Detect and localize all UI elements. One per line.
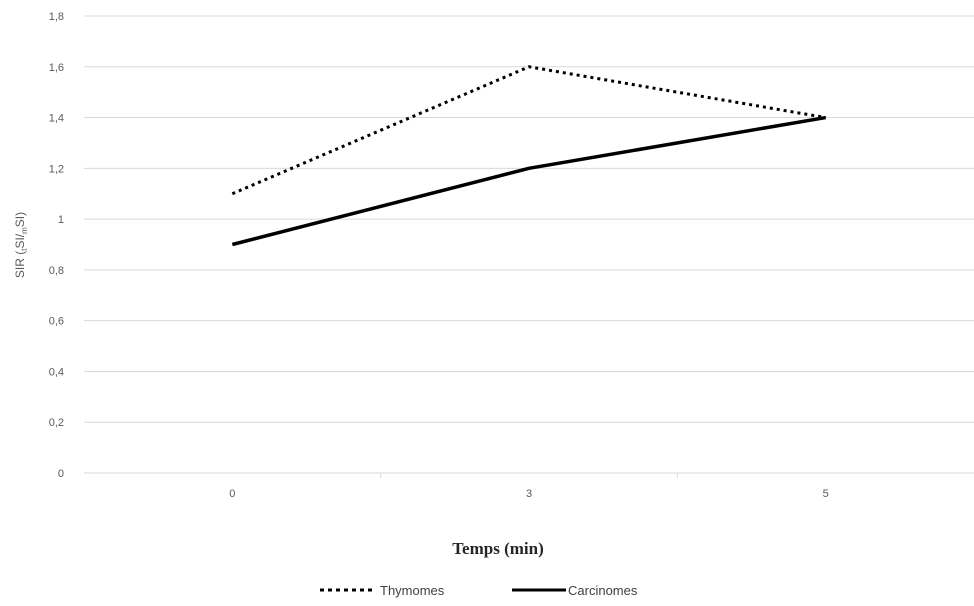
y-tick-label: 1,2 bbox=[49, 163, 64, 175]
y-tick-label: 1 bbox=[58, 214, 64, 226]
y-axis-label: SIR (tSI/mSI) bbox=[13, 212, 29, 278]
y-tick-label: 1,6 bbox=[49, 62, 64, 74]
y-tick-label: 1,4 bbox=[49, 113, 64, 125]
legend: Thymomes Carcinomes bbox=[320, 583, 638, 598]
series-lines bbox=[231, 65, 826, 247]
y-tick-label: 0,6 bbox=[49, 316, 64, 328]
x-tick-label: 5 bbox=[823, 488, 829, 500]
x-axis-ticks: 0 3 5 bbox=[229, 473, 829, 500]
y-tick-label: 0 bbox=[58, 468, 64, 480]
gridlines bbox=[84, 15, 974, 474]
legend-label-thymomes: Thymomes bbox=[380, 583, 445, 598]
x-tick-label: 3 bbox=[526, 488, 532, 500]
y-tick-label: 0,2 bbox=[49, 417, 64, 429]
x-tick-label: 0 bbox=[229, 488, 235, 500]
x-axis-label: Temps (min) bbox=[452, 539, 543, 558]
series-line-carcinomes bbox=[231, 115, 826, 247]
y-tick-label: 0,8 bbox=[49, 265, 64, 277]
y-tick-label: 1,8 bbox=[49, 11, 64, 23]
y-axis-ticks: 0 0,2 0,4 0,6 0,8 1 1,2 1,4 1,6 1,8 bbox=[49, 11, 64, 480]
legend-label-carcinomes: Carcinomes bbox=[568, 583, 638, 598]
series-line-thymomes bbox=[231, 65, 826, 196]
y-tick-label: 0,4 bbox=[49, 366, 64, 378]
